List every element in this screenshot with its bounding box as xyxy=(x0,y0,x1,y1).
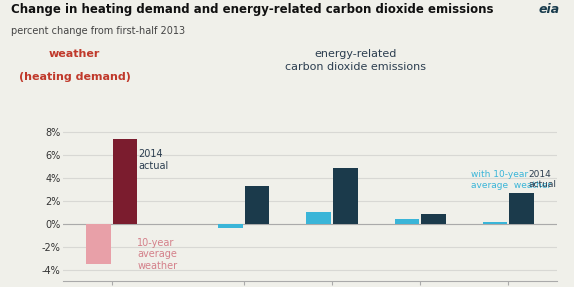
Bar xyxy=(86,224,111,264)
Text: eia: eia xyxy=(538,3,560,16)
Bar xyxy=(245,186,269,224)
Bar xyxy=(509,193,534,224)
Text: weather: weather xyxy=(49,49,100,59)
Text: 2014
actual: 2014 actual xyxy=(138,149,168,171)
Text: percent change from first-half 2013: percent change from first-half 2013 xyxy=(11,26,185,36)
Bar xyxy=(333,168,358,224)
Text: 10-year
average
weather: 10-year average weather xyxy=(137,238,177,271)
Bar xyxy=(483,222,507,224)
Text: energy-related
carbon dioxide emissions: energy-related carbon dioxide emissions xyxy=(285,49,426,72)
Bar xyxy=(218,224,243,228)
Bar xyxy=(421,214,445,224)
Bar xyxy=(113,139,137,224)
Bar xyxy=(307,212,331,224)
Text: with 10-year
average  weather: with 10-year average weather xyxy=(471,170,552,190)
Bar xyxy=(394,219,419,224)
Text: Change in heating demand and energy-related carbon dioxide emissions: Change in heating demand and energy-rela… xyxy=(11,3,494,16)
Text: 2014
actual: 2014 actual xyxy=(529,170,557,189)
Text: (heating demand): (heating demand) xyxy=(19,72,130,82)
